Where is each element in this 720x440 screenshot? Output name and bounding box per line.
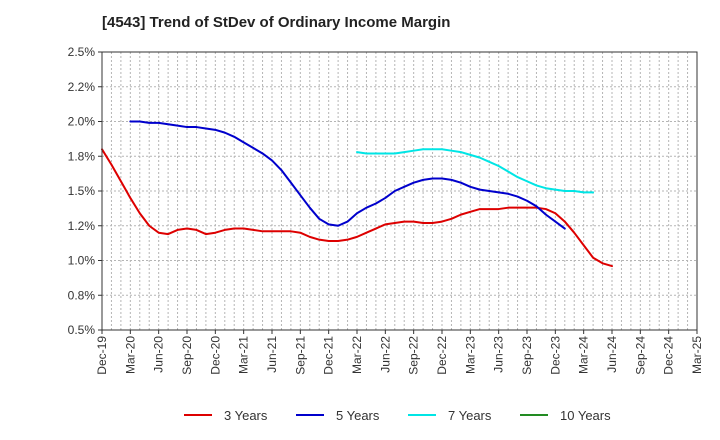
y-tick-label: 1.8%	[68, 149, 96, 163]
x-tick-label: Sep-23	[520, 336, 534, 375]
y-tick-label: 2.2%	[68, 80, 96, 94]
x-tick-label: Mar-20	[123, 336, 137, 374]
x-tick-label: Dec-24	[662, 336, 676, 375]
y-tick-label: 0.5%	[68, 323, 96, 337]
series-line-1	[101, 148, 613, 268]
legend-label-4: 10 Years	[560, 408, 611, 423]
x-tick-label: Dec-22	[435, 336, 449, 375]
x-tick-label: Sep-20	[180, 336, 194, 375]
series-line-2	[129, 120, 566, 230]
x-tick-label: Mar-24	[577, 336, 591, 374]
legend: 3 Years 5 Years 7 Years 10 Years	[184, 408, 611, 423]
x-tick-label: Mar-22	[350, 336, 364, 374]
y-axis: 2.5% 2.2% 2.0% 1.8% 1.5% 1.2% 1.0% 0.8% 0.5%	[68, 45, 102, 337]
x-tick-label: Sep-21	[293, 336, 307, 375]
x-tick-label: Sep-22	[407, 336, 421, 375]
x-tick-label: Jun-22	[378, 336, 392, 373]
x-tick-label: Jun-20	[152, 336, 166, 373]
legend-label-3: 7 Years	[448, 408, 492, 423]
x-tick-label: Jun-21	[265, 336, 279, 373]
x-tick-label: Dec-21	[322, 336, 336, 375]
x-tick-label: Mar-21	[237, 336, 251, 374]
x-tick-label: Mar-23	[463, 336, 477, 374]
x-tick-label: Dec-23	[548, 336, 562, 375]
chart-title: [4543] Trend of StDev of Ordinary Income…	[102, 14, 451, 31]
y-tick-label: 1.0%	[68, 254, 96, 268]
y-tick-label: 1.2%	[68, 219, 96, 233]
y-tick-label: 2.5%	[68, 45, 96, 59]
series-line-3	[356, 148, 595, 194]
x-tick-label: Jun-23	[492, 336, 506, 373]
x-tick-label: Mar-25	[690, 336, 704, 374]
legend-label-2: 5 Years	[336, 408, 380, 423]
x-axis: Dec-19 Mar-20 Jun-20 Sep-20 Dec-20 Mar-21 Jun-…	[95, 330, 704, 375]
y-tick-label: 1.5%	[68, 184, 96, 198]
legend-label-1: 3 Years	[224, 408, 268, 423]
y-tick-label: 2.0%	[68, 115, 96, 129]
grid	[102, 52, 697, 330]
series-lines	[101, 120, 613, 268]
x-tick-label: Dec-20	[208, 336, 222, 375]
x-tick-label: Dec-19	[95, 336, 109, 375]
x-tick-label: Jun-24	[605, 336, 619, 373]
y-tick-label: 0.8%	[68, 288, 96, 302]
x-tick-label: Sep-24	[633, 336, 647, 375]
